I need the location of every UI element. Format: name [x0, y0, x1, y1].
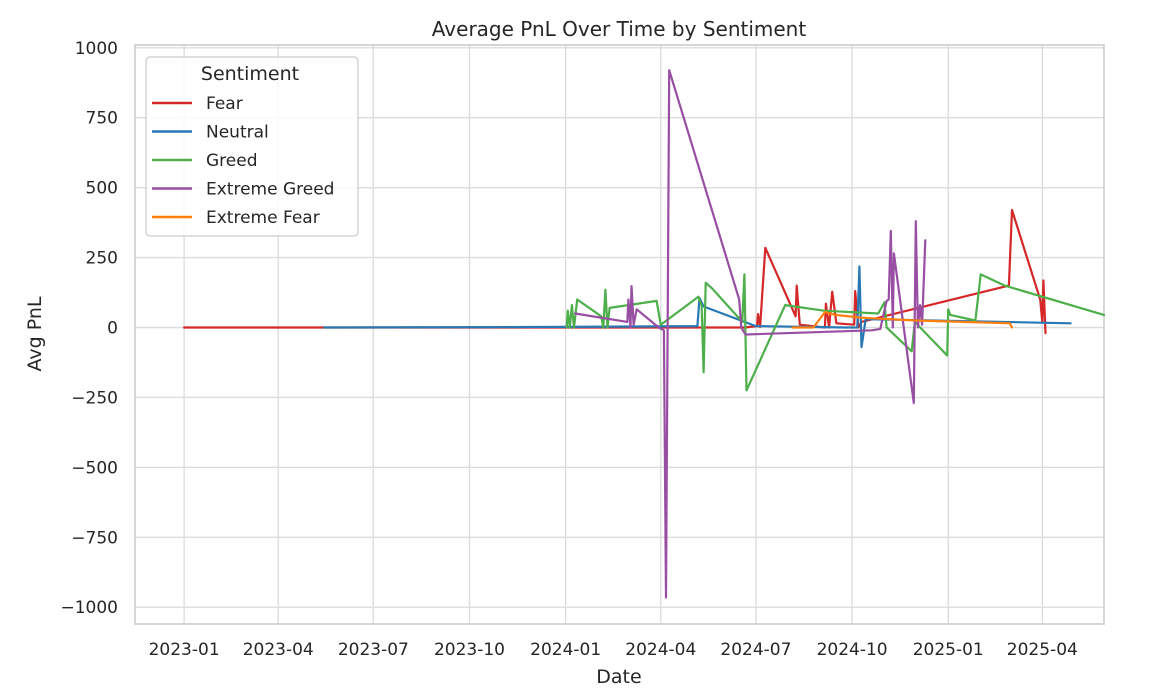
series-layer: [183, 69, 1106, 599]
x-tick-label: 2024-04: [625, 640, 696, 660]
x-axis-ticks: 2023-01 2023-04 2023-07 2023-10 2024-01 2024-…: [149, 640, 1078, 660]
y-tick-label: −250: [71, 388, 118, 408]
x-tick-label: 2023-10: [434, 640, 505, 660]
plot-area-frame: [134, 44, 1105, 625]
y-tick-label: 1000: [75, 39, 118, 59]
y-tick-label: 500: [86, 179, 118, 199]
legend-label-extreme-greed: Extreme Greed: [206, 180, 334, 200]
x-tick-label: 2024-10: [817, 640, 888, 660]
legend-label-extreme-fear: Extreme Fear: [206, 208, 320, 228]
y-tick-label: 750: [86, 109, 118, 129]
y-tick-label: −500: [71, 458, 118, 478]
x-tick-label: 2025-01: [913, 640, 984, 660]
y-axis-title: Avg PnL: [24, 296, 46, 371]
y-tick-label: 0: [107, 319, 118, 339]
x-tick-label: 2023-04: [243, 640, 314, 660]
x-tick-label: 2024-07: [720, 640, 791, 660]
x-tick-label: 2025-04: [1007, 640, 1078, 660]
legend: Sentiment Fear Neutral Greed Extreme Greed E…: [145, 56, 359, 237]
legend-label-fear: Fear: [206, 94, 243, 114]
x-tick-label: 2023-07: [338, 640, 409, 660]
series-line-extreme-fear: [791, 311, 1014, 329]
legend-box: [145, 56, 359, 237]
x-tick-label: 2023-01: [149, 640, 220, 660]
y-tick-label: −1000: [60, 598, 118, 618]
series-line-extreme-greed: [573, 69, 927, 599]
legend-label-greed: Greed: [206, 151, 258, 171]
y-tick-label: −750: [71, 528, 118, 548]
legend-items: Fear Neutral Greed Extreme Greed Extreme Fea…: [152, 94, 334, 228]
legend-title: Sentiment: [201, 63, 299, 85]
y-tick-label: 250: [86, 249, 118, 269]
chart-title: Average PnL Over Time by Sentiment: [432, 17, 807, 41]
y-axis-ticks: 1000 750 500 250 0 −250 −500 −750 −1000: [60, 39, 118, 618]
x-tick-label: 2024-01: [530, 640, 601, 660]
legend-label-neutral: Neutral: [206, 123, 269, 143]
x-axis-title: Date: [596, 666, 641, 688]
series-line-greed: [565, 273, 1106, 392]
